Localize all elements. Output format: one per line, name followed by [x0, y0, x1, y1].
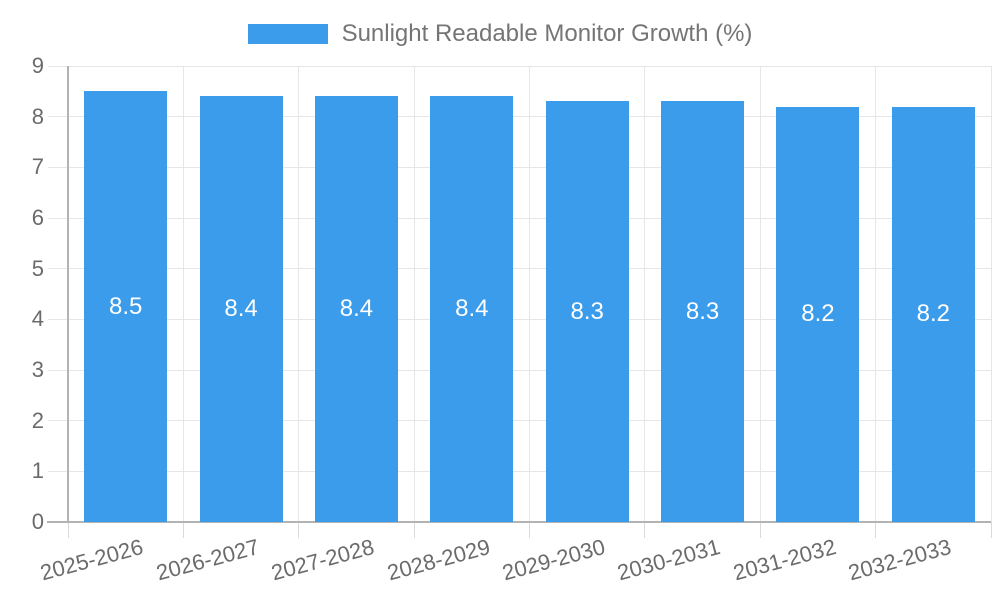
gridline-horizontal: [48, 470, 991, 472]
gridline-horizontal: [48, 116, 991, 118]
bar-2025-2026[interactable]: [84, 91, 168, 522]
gridline-vertical: [759, 66, 761, 522]
bar-value-label: 8.4: [224, 295, 258, 323]
x-axis-tick: [990, 522, 992, 538]
x-axis-tick-label: 2025-2026: [38, 534, 147, 586]
legend[interactable]: Sunlight Readable Monitor Growth (%): [0, 20, 1000, 48]
gridline-horizontal: [48, 420, 991, 422]
bar-value-label: 8.4: [455, 295, 489, 323]
gridline-horizontal: [48, 166, 991, 168]
bar-2026-2027[interactable]: [199, 96, 283, 522]
y-axis-tick-label: 1: [31, 458, 44, 484]
gridline-horizontal: [48, 217, 991, 219]
x-axis-tick: [182, 522, 184, 538]
y-axis-tick-label: 6: [31, 205, 44, 230]
x-axis-tick-label: 2030-2031: [614, 534, 724, 586]
x-axis-tick: [875, 522, 877, 538]
bar-2030-2031[interactable]: [661, 101, 745, 522]
bar-value-label: 8.5: [109, 292, 143, 320]
bar-2031-2032[interactable]: [776, 106, 860, 522]
x-axis-tick: [413, 522, 415, 538]
bar-2028-2029[interactable]: [430, 96, 514, 522]
bar-2029-2030[interactable]: [545, 101, 629, 522]
x-axis-tick: [529, 522, 530, 538]
x-axis-tick-label: 2026-2027: [153, 534, 262, 586]
gridline-vertical: [182, 66, 184, 522]
gridline-vertical: [529, 66, 530, 522]
x-axis-tick-label: 2029-2030: [499, 534, 608, 586]
y-axis-line: [67, 66, 69, 522]
gridline-vertical: [644, 66, 646, 522]
gridline-horizontal: [48, 268, 991, 270]
y-axis-tick-label: 9: [31, 53, 44, 78]
gridline-vertical: [298, 66, 300, 522]
x-axis-tick: [644, 522, 646, 538]
legend-label: Sunlight Readable Monitor Growth (%): [341, 20, 753, 47]
gridline-vertical: [413, 66, 415, 522]
y-axis-tick-label: 8: [31, 103, 44, 129]
bar-2032-2033[interactable]: [891, 106, 975, 522]
gridline-vertical: [875, 66, 877, 522]
y-axis-tick-label: 2: [31, 407, 44, 433]
bar-2027-2028[interactable]: [314, 96, 398, 522]
bar-value-label: 8.4: [339, 295, 374, 323]
y-axis-tick-label: 4: [31, 306, 44, 332]
bar-value-label: 8.3: [570, 297, 604, 325]
bar-value-label: 8.3: [685, 297, 720, 325]
gridline-horizontal: [48, 318, 991, 320]
x-axis-tick-label: 2028-2029: [384, 534, 493, 586]
gridline-horizontal: [48, 65, 991, 67]
x-axis-tick: [298, 522, 300, 538]
y-axis-tick-label: 0: [31, 509, 44, 534]
gridline-vertical: [990, 66, 992, 522]
bar-value-label: 8.2: [916, 300, 950, 328]
legend-swatch: [247, 24, 328, 44]
x-axis-tick: [759, 522, 761, 538]
x-axis-line: [47, 521, 991, 523]
y-axis-tick-label: 5: [31, 255, 44, 281]
x-axis-tick-label: 2031-2032: [730, 534, 839, 586]
gridline-horizontal: [48, 369, 991, 371]
bar-value-label: 8.2: [801, 300, 835, 328]
x-axis-tick-label: 2032-2033: [845, 534, 954, 586]
x-axis-tick-label: 2027-2028: [268, 534, 377, 586]
x-axis-tick: [67, 522, 69, 538]
y-axis-tick-label: 3: [31, 357, 44, 382]
y-axis-tick-label: 7: [31, 154, 44, 180]
